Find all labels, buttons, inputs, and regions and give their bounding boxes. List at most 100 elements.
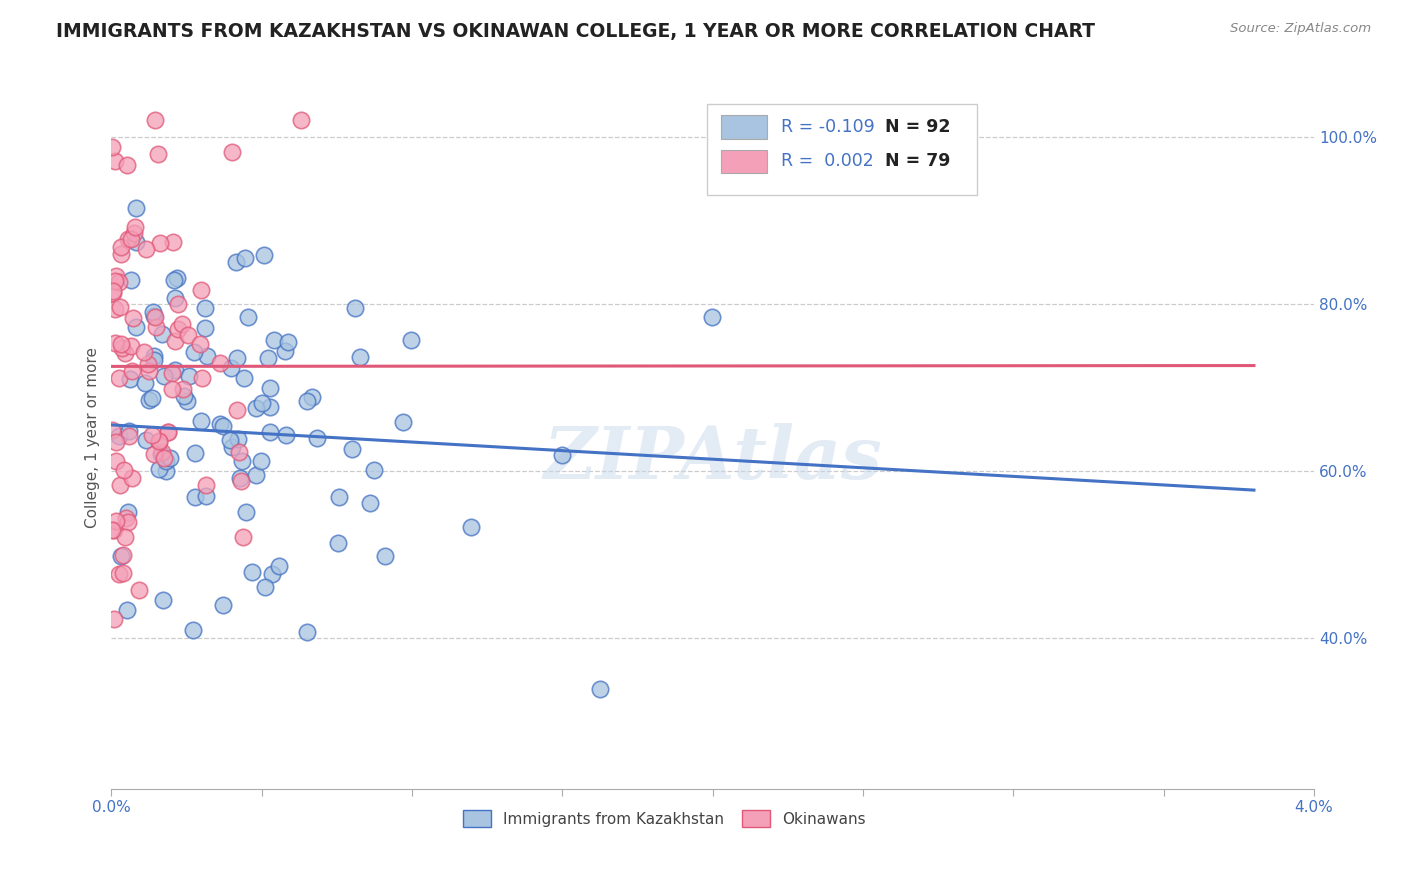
Point bbox=[143, 112, 166, 127]
Point bbox=[153, 369, 176, 384]
Point bbox=[328, 536, 350, 550]
Point bbox=[588, 681, 610, 696]
Point bbox=[115, 157, 138, 171]
Point bbox=[163, 291, 186, 305]
Point bbox=[148, 434, 170, 448]
Point bbox=[550, 448, 572, 462]
Point bbox=[128, 582, 150, 597]
Point bbox=[149, 236, 172, 251]
Point bbox=[295, 394, 318, 409]
Point bbox=[105, 269, 128, 284]
Point bbox=[150, 444, 173, 458]
Point bbox=[101, 285, 124, 300]
Point bbox=[177, 328, 200, 343]
Point bbox=[183, 445, 205, 459]
Point bbox=[112, 463, 135, 477]
Point bbox=[399, 333, 422, 347]
Point bbox=[221, 440, 243, 454]
Point bbox=[190, 371, 212, 385]
Point bbox=[120, 371, 142, 385]
Point bbox=[259, 401, 281, 415]
Point bbox=[157, 425, 180, 439]
Point bbox=[233, 251, 256, 265]
Point bbox=[363, 462, 385, 476]
Point bbox=[153, 450, 176, 465]
Text: N = 92: N = 92 bbox=[884, 118, 950, 136]
Point bbox=[110, 549, 132, 563]
Point bbox=[136, 357, 159, 371]
Point bbox=[253, 248, 276, 262]
Point bbox=[232, 530, 254, 544]
Point bbox=[135, 242, 157, 256]
Text: N = 79: N = 79 bbox=[884, 153, 950, 170]
Point bbox=[250, 396, 273, 410]
Point bbox=[235, 505, 257, 519]
Point bbox=[194, 489, 217, 503]
Point bbox=[374, 549, 396, 563]
Point bbox=[120, 232, 142, 246]
Point bbox=[183, 345, 205, 359]
Point bbox=[138, 393, 160, 408]
Point bbox=[342, 442, 364, 457]
Point bbox=[115, 602, 138, 616]
Point bbox=[160, 366, 183, 380]
Point bbox=[108, 429, 131, 443]
Point bbox=[250, 453, 273, 467]
Point bbox=[263, 333, 285, 347]
Point bbox=[132, 344, 155, 359]
Point bbox=[110, 247, 132, 261]
Point bbox=[295, 624, 318, 639]
Point bbox=[702, 310, 724, 325]
Point bbox=[269, 559, 291, 574]
Point bbox=[167, 296, 190, 310]
Point bbox=[117, 506, 139, 520]
Point bbox=[233, 370, 256, 384]
Point bbox=[104, 515, 127, 529]
Point bbox=[190, 415, 212, 429]
Point bbox=[145, 319, 167, 334]
Point bbox=[105, 454, 128, 468]
Text: R =  0.002: R = 0.002 bbox=[782, 153, 875, 170]
Point bbox=[141, 391, 163, 405]
Point bbox=[107, 275, 129, 289]
Point bbox=[143, 310, 166, 324]
Point bbox=[172, 382, 194, 396]
Y-axis label: College, 1 year or more: College, 1 year or more bbox=[86, 347, 100, 528]
Point bbox=[208, 356, 231, 370]
Point bbox=[155, 454, 177, 468]
Point bbox=[125, 235, 148, 250]
Point bbox=[274, 428, 297, 442]
Point bbox=[194, 321, 217, 335]
Point bbox=[150, 447, 173, 461]
Point bbox=[160, 382, 183, 396]
Point bbox=[277, 334, 299, 349]
Point bbox=[166, 270, 188, 285]
Point bbox=[328, 490, 350, 504]
Point bbox=[212, 419, 235, 434]
Point bbox=[301, 390, 323, 404]
Point bbox=[181, 624, 204, 638]
Point bbox=[260, 566, 283, 581]
Point bbox=[118, 429, 141, 443]
Point bbox=[240, 565, 263, 579]
Point bbox=[117, 232, 139, 246]
Text: ZIPAtlas: ZIPAtlas bbox=[543, 423, 882, 494]
Point bbox=[460, 519, 482, 533]
Point bbox=[141, 427, 163, 442]
Point bbox=[122, 226, 145, 240]
Point bbox=[245, 401, 267, 416]
Point bbox=[103, 335, 125, 350]
Point bbox=[108, 300, 131, 314]
Point bbox=[165, 334, 187, 348]
Point bbox=[103, 274, 125, 288]
Point bbox=[221, 145, 243, 159]
Point bbox=[165, 362, 187, 376]
Point bbox=[121, 471, 143, 485]
Point bbox=[195, 477, 218, 491]
Point bbox=[254, 581, 277, 595]
Point bbox=[134, 376, 156, 390]
Point bbox=[148, 462, 170, 476]
Point bbox=[150, 326, 173, 341]
Point bbox=[135, 433, 157, 447]
Point bbox=[157, 425, 180, 440]
